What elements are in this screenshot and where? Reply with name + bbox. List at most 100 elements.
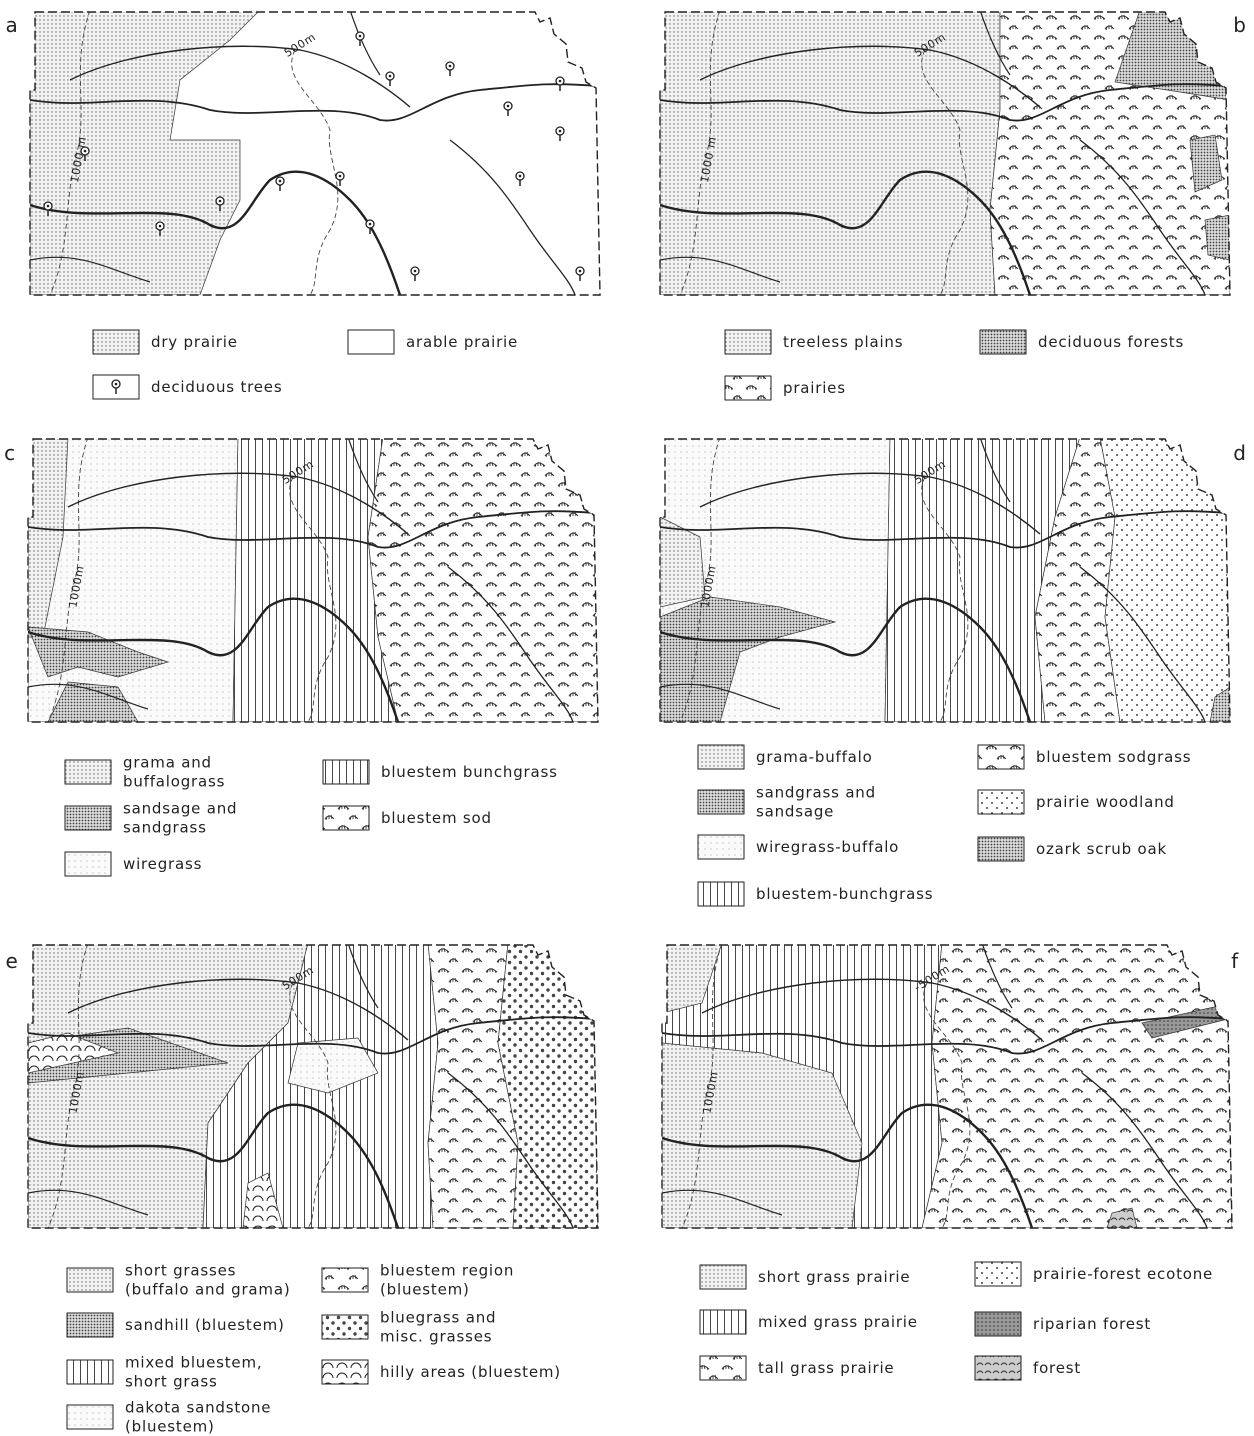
legend-swatch [700,1265,746,1289]
swatch [323,806,369,830]
legend-swatch [65,806,111,830]
swatch [698,790,744,814]
swatch [725,330,771,354]
map-regions [660,437,1230,727]
legend-label: buffalograss [123,773,225,791]
legend-label: wiregrass [123,855,202,873]
legend-label: prairies [783,379,846,397]
legend-swatch [725,330,771,354]
legend-swatch [698,745,744,769]
legend-label: wiregrass-buffalo [756,838,899,856]
legend-swatch [67,1313,113,1337]
region [922,943,1232,1228]
legend-label: short grass prairie [758,1268,910,1286]
swatch [978,790,1024,814]
panel-letter: b [1233,13,1247,37]
legend-swatch [93,330,139,354]
legend-swatch [93,375,139,399]
map-regions [28,943,598,1233]
legend-label: bluestem-bunchgrass [756,885,933,903]
legend-swatch [980,330,1026,354]
legend-swatch [323,806,369,830]
swatch [65,806,111,830]
swatch [65,760,111,784]
legend-label: treeless plains [783,333,903,351]
region [1100,437,1230,722]
legend-swatch [698,835,744,859]
legend-swatch [978,790,1024,814]
legend-label: short grass [125,1373,218,1391]
legend-swatch [698,790,744,814]
panel-letter: e [5,949,18,973]
legend-swatch [978,837,1024,861]
legend-label: dakota sandstone [125,1399,271,1417]
legend-swatch [348,330,394,354]
swatch [698,882,744,906]
legend-swatch [975,1312,1021,1336]
swatch [322,1268,368,1292]
legend-label: tall grass prairie [758,1359,894,1377]
map-regions [660,10,1230,300]
legend-swatch [65,852,111,876]
legend-label: hilly areas (bluestem) [380,1363,561,1381]
legend-label: bluestem bunchgrass [381,763,558,781]
legend-label: prairie woodland [1036,793,1175,811]
swatch [978,837,1024,861]
legend-swatch [700,1356,746,1380]
legend-swatch [975,1356,1021,1380]
legend-swatch [67,1405,113,1429]
panel-letter: c [4,441,16,465]
legend-swatch [323,760,369,784]
legend-swatch [322,1268,368,1292]
legend-label: sandsage [756,803,834,821]
legend-label: mixed bluestem, [125,1354,262,1372]
legend-swatch [698,882,744,906]
region [1205,215,1230,260]
swatch [700,1310,746,1334]
panel-letter: f [1231,949,1239,973]
swatch [65,852,111,876]
swatch [975,1262,1021,1286]
legend-label: mixed grass prairie [758,1313,918,1331]
swatch [67,1405,113,1429]
legend-label: deciduous forests [1038,333,1184,351]
legend-swatch [700,1310,746,1334]
legend-label: (bluestem) [380,1281,470,1299]
legend-label: grama and [123,754,212,772]
legend-label: short grasses [125,1262,236,1280]
swatch [725,376,771,400]
swatch [67,1268,113,1292]
swatch [698,835,744,859]
legend-label: sandhill (bluestem) [125,1316,285,1334]
swatch [348,330,394,354]
legend-swatch [67,1268,113,1292]
legend-label: bluestem sodgrass [1036,748,1191,766]
legend-label: grama-buffalo [756,748,873,766]
swatch [980,330,1026,354]
map-regions [662,943,1232,1233]
legend-swatch [65,760,111,784]
swatch [93,330,139,354]
legend-label: prairie-forest ecotone [1033,1265,1213,1283]
legend-label: bluestem region [380,1262,514,1280]
legend-label: deciduous trees [151,378,282,396]
swatch [700,1356,746,1380]
legend-label: (buffalo and grama) [125,1281,290,1299]
swatch [323,760,369,784]
swatch [322,1315,368,1339]
legend-label: dry prairie [151,333,238,351]
legend-label: riparian forest [1033,1315,1151,1333]
swatch [67,1360,113,1384]
legend-swatch [725,376,771,400]
legend-swatch [322,1360,368,1384]
legend-label: sandgrass and [756,784,876,802]
legend-swatch [322,1315,368,1339]
legend-swatch [978,745,1024,769]
legend-swatch [975,1262,1021,1286]
swatch [322,1360,368,1384]
swatch [975,1312,1021,1336]
legend-label: bluegrass and [380,1309,496,1327]
legend-label: sandgrass [123,819,207,837]
map: 500m1000 m [30,10,600,300]
